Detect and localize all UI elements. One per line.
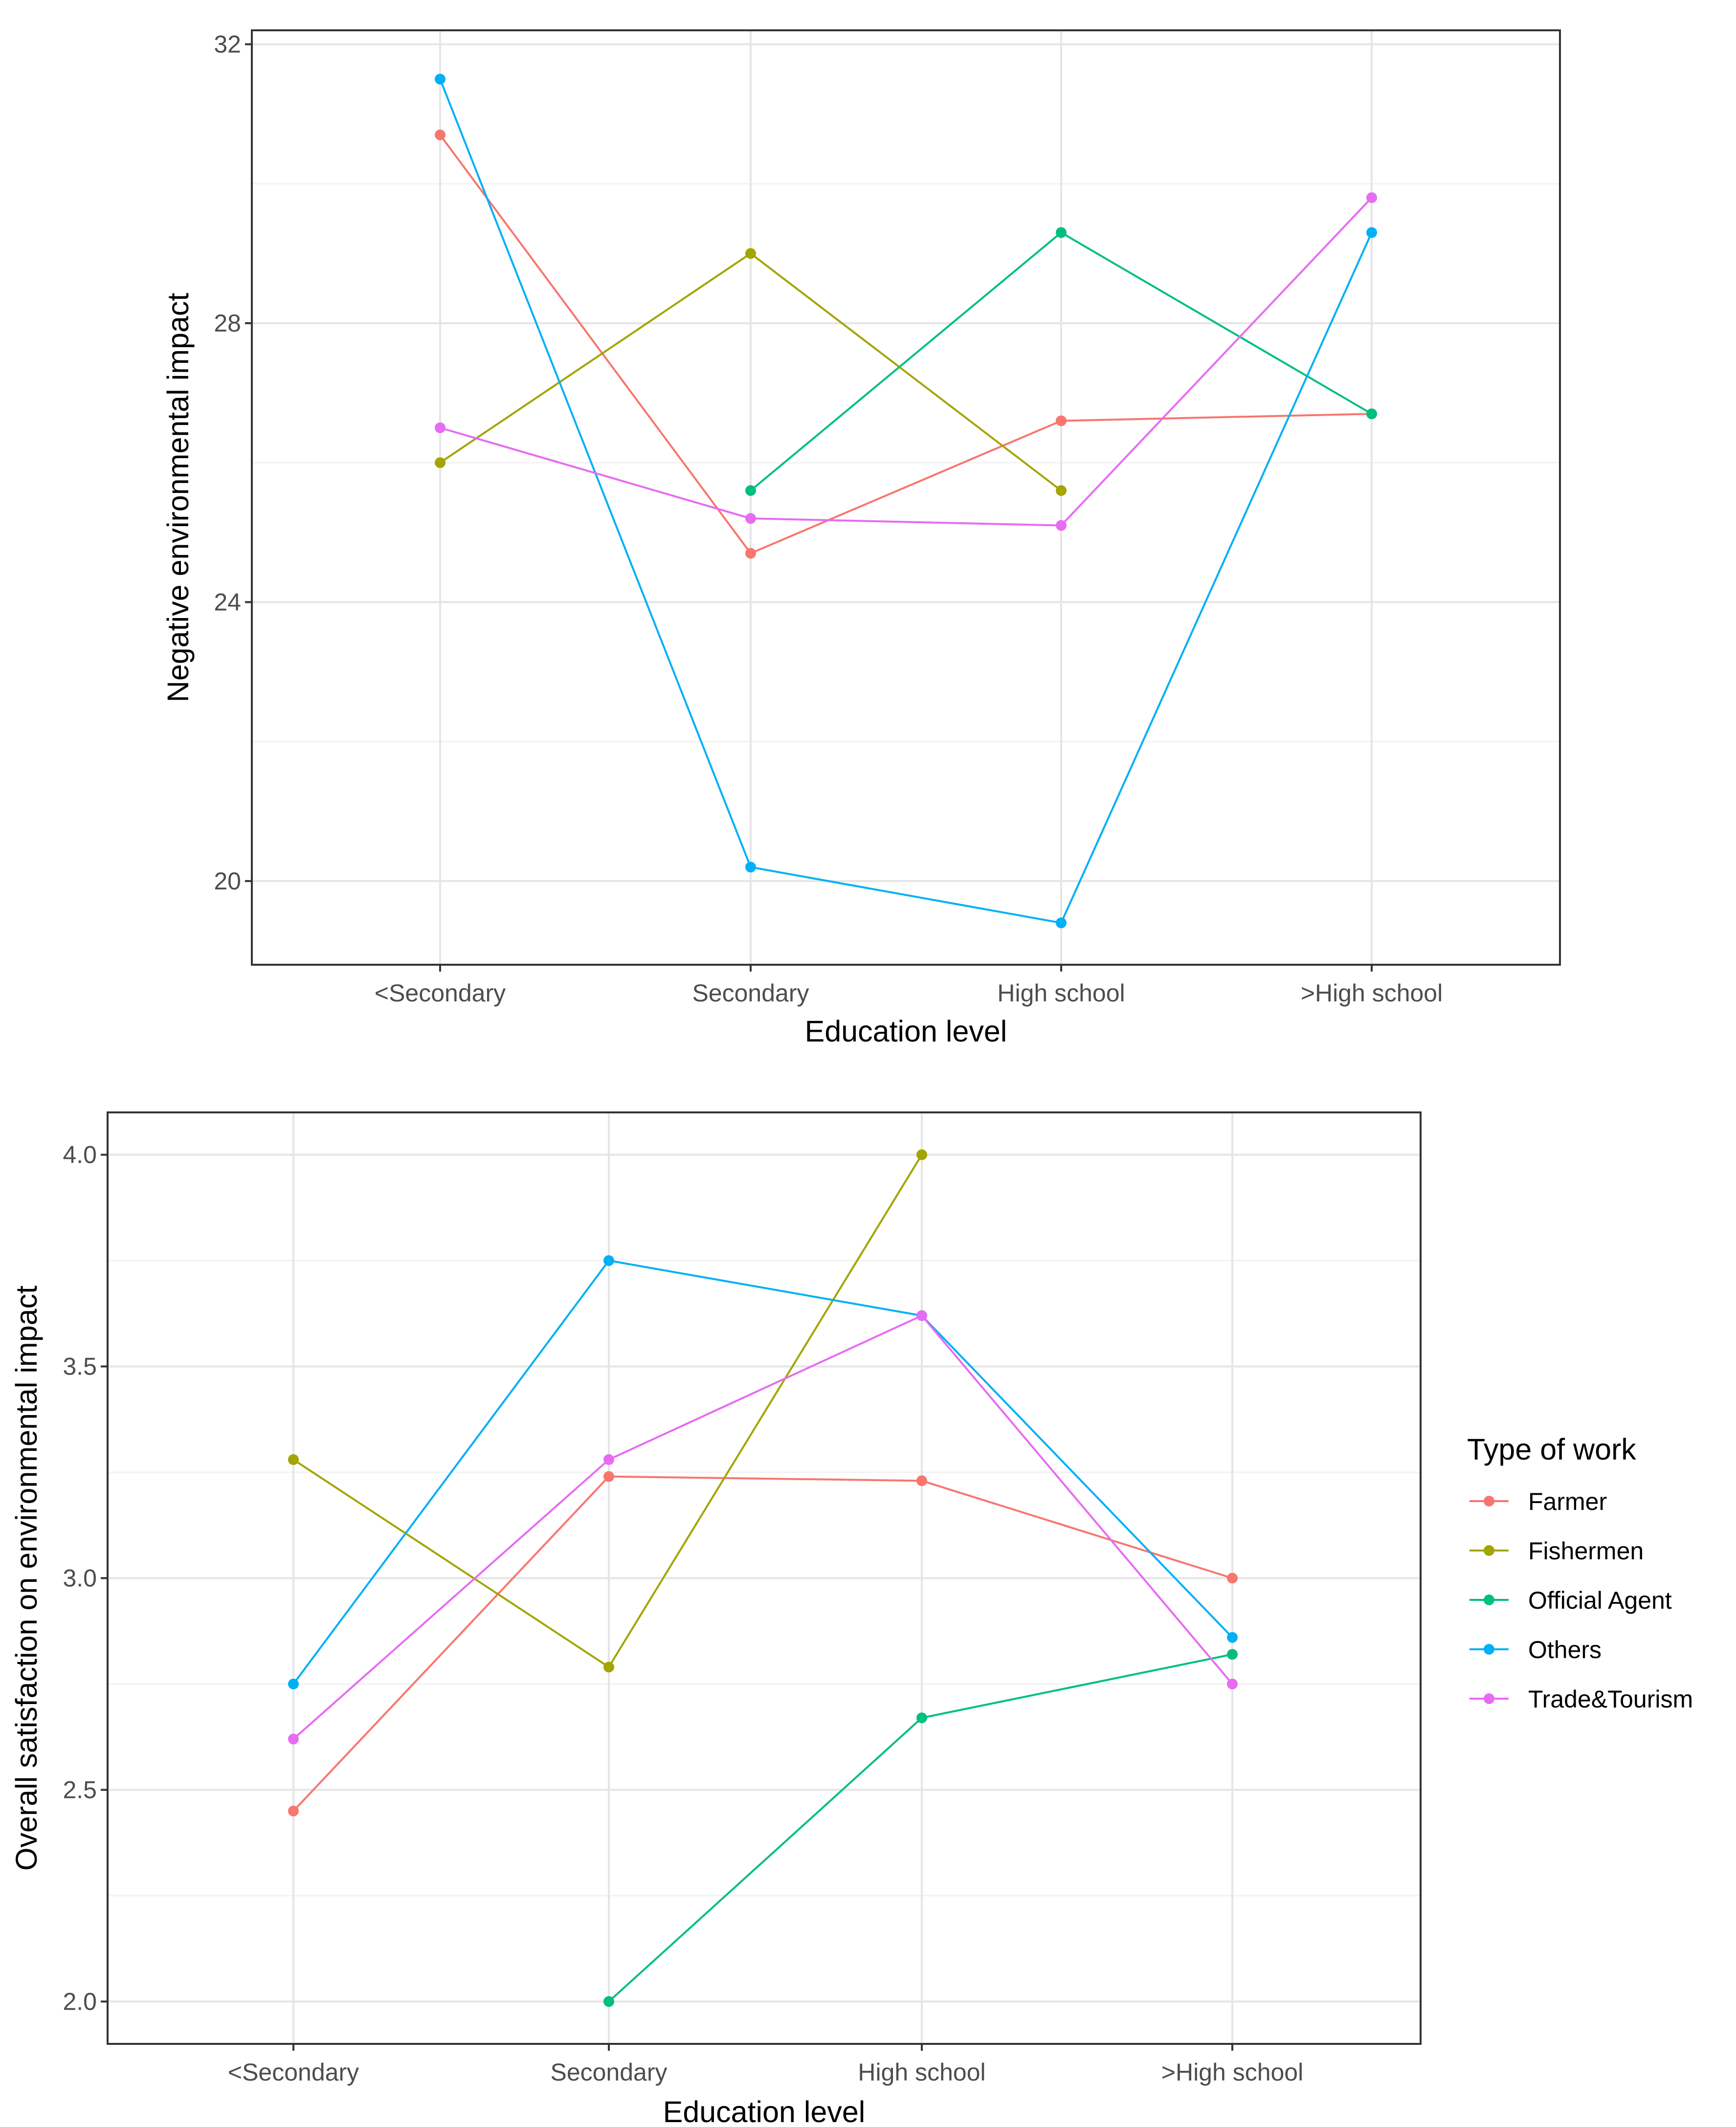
legend-item-others: Others [1469, 1636, 1602, 1663]
plot-frame [251, 29, 1561, 966]
data-point-fishermen [1056, 485, 1067, 496]
x-axis-title: Education level [663, 2095, 866, 2127]
negative-impact-chart: 20 24 28 32 <Secondary Secondary High school >H… [161, 29, 1561, 1048]
data-point-official-agent [1056, 227, 1067, 238]
data-point-farmer [1227, 1573, 1238, 1584]
y-tick-label: 28 [214, 310, 241, 337]
series-official-agent [745, 227, 1377, 496]
x-tick-label: Secondary [692, 979, 809, 1007]
x-tick-label: >High school [1301, 979, 1443, 1007]
data-point-others [1366, 227, 1377, 238]
data-point-fishermen [603, 1662, 614, 1673]
legend-key-point [1484, 1595, 1494, 1605]
series-farmer [288, 1471, 1238, 1817]
data-point-fishermen [916, 1149, 927, 1160]
series-line-trade-tourism [292, 1314, 1233, 1740]
series-fishermen [435, 248, 1067, 496]
legend-item-farmer: Farmer [1469, 1488, 1607, 1515]
legend-key-point [1484, 1496, 1494, 1507]
x-tick-label: High school [997, 979, 1125, 1007]
legend-key-point [1484, 1693, 1494, 1704]
data-point-farmer [288, 1805, 299, 1817]
data-point-others [745, 862, 756, 873]
legend-label: Trade&Tourism [1528, 1685, 1693, 1713]
data-point-farmer [1056, 415, 1067, 426]
data-point-trade-tourism [288, 1733, 299, 1745]
data-point-official-agent [916, 1712, 927, 1724]
legend-item-official-agent: Official Agent [1469, 1587, 1672, 1614]
data-point-official-agent [1366, 408, 1377, 420]
data-point-others [288, 1678, 299, 1689]
y-axis-title: Overall satisfaction on environmental im… [10, 1285, 43, 1871]
series-trade-tourism [288, 1310, 1238, 1745]
legend-item-fishermen: Fishermen [1469, 1537, 1644, 1565]
y-tick-label: 3.0 [63, 1565, 97, 1592]
y-tick-label: 2.0 [63, 1988, 97, 2015]
data-point-others [1227, 1632, 1238, 1643]
legend: Type of work Farmer Fishermen Official Age… [1467, 1433, 1693, 1713]
y-tick-label: 32 [214, 31, 241, 58]
data-point-fishermen [288, 1454, 299, 1465]
data-point-trade-tourism [603, 1454, 614, 1465]
y-tick-label: 24 [214, 588, 241, 616]
series-line-farmer [292, 1475, 1233, 1812]
data-point-trade-tourism [1056, 520, 1067, 531]
series-official-agent [603, 1649, 1238, 2007]
x-tick-label: <Secondary [228, 2059, 359, 2086]
data-point-farmer [603, 1471, 614, 1482]
data-point-trade-tourism [1227, 1678, 1238, 1689]
overall-satisfaction-chart: 2.0 2.5 3.0 3.5 4.0 <Secondary Secondary High s… [10, 1111, 1422, 2127]
legend-label: Fishermen [1528, 1537, 1644, 1565]
data-point-fishermen [745, 248, 756, 259]
data-point-others [603, 1255, 614, 1266]
data-point-official-agent [745, 485, 756, 496]
data-point-trade-tourism [745, 513, 756, 524]
legend-title: Type of work [1467, 1433, 1636, 1466]
data-point-official-agent [603, 1996, 614, 2007]
series-line-others [292, 1259, 1233, 1685]
data-point-trade-tourism [916, 1310, 927, 1321]
legend-label: Farmer [1528, 1488, 1607, 1515]
data-point-others [1056, 917, 1067, 929]
data-point-trade-tourism [1366, 192, 1377, 203]
data-point-farmer [435, 129, 445, 140]
x-axis-title: Education level [805, 1015, 1007, 1048]
data-point-others [435, 73, 445, 85]
legend-label: Others [1528, 1636, 1602, 1663]
legend-key-point [1484, 1644, 1494, 1655]
y-tick-label: 20 [214, 867, 241, 895]
series-line-trade-tourism [440, 197, 1373, 527]
series-line-farmer [439, 134, 1372, 555]
data-point-farmer [745, 548, 756, 559]
y-tick-label: 4.0 [63, 1141, 97, 1169]
data-point-trade-tourism [435, 422, 445, 433]
y-tick-label: 3.5 [63, 1353, 97, 1380]
series-fishermen [288, 1149, 927, 1673]
legend-item-trade-tourism: Trade&Tourism [1469, 1685, 1693, 1713]
data-point-official-agent [1227, 1649, 1238, 1660]
x-tick-label: High school [858, 2059, 985, 2086]
y-axis-title: Negative environmental impact [161, 293, 195, 703]
x-tick-label: <Secondary [375, 979, 506, 1007]
legend-label: Official Agent [1528, 1587, 1672, 1614]
series-trade-tourism [435, 192, 1377, 531]
x-tick-label: >High school [1161, 2059, 1303, 2086]
x-tick-label: Secondary [550, 2059, 667, 2086]
y-tick-label: 2.5 [63, 1776, 97, 1803]
data-point-fishermen [435, 457, 445, 468]
data-point-farmer [916, 1475, 927, 1486]
legend-key-point [1484, 1545, 1494, 1556]
